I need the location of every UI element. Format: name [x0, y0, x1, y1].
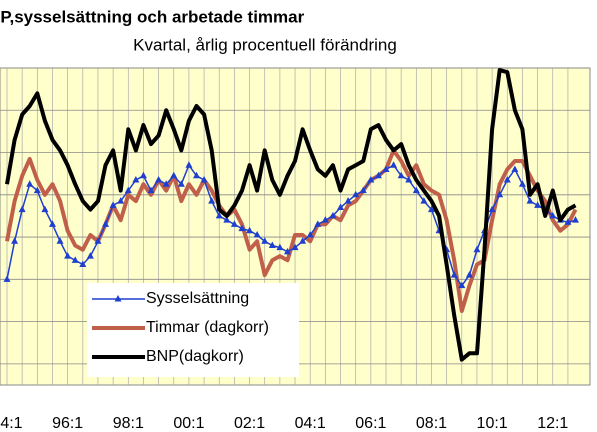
x-tick-label: 94:1	[0, 415, 23, 432]
series-marker	[496, 190, 504, 198]
series-marker	[374, 171, 382, 179]
series-marker	[26, 180, 34, 187]
x-tick-label: 06:1	[355, 415, 386, 432]
series-marker	[283, 247, 291, 255]
series-marker	[124, 186, 132, 194]
series-marker	[139, 171, 147, 179]
series-marker	[177, 180, 185, 187]
series-marker	[11, 237, 19, 244]
x-tick-label: 00:1	[173, 415, 204, 432]
chart-subtitle: Kvartal, årlig procentuell förändring	[133, 35, 397, 54]
x-tick-label: 08:1	[416, 415, 447, 432]
legend-marker	[114, 295, 122, 302]
series-marker	[33, 186, 41, 194]
x-tick-label: 96:1	[52, 415, 83, 432]
series-marker	[382, 165, 390, 172]
series-marker	[208, 197, 216, 204]
series-marker	[306, 230, 314, 238]
series-marker	[64, 252, 72, 259]
series-marker	[79, 260, 87, 268]
series-marker	[268, 241, 276, 249]
series-marker	[276, 243, 284, 251]
series-marker	[261, 237, 269, 244]
x-tick-label: 02:1	[234, 415, 265, 432]
series-marker	[549, 211, 557, 219]
series-marker	[185, 161, 193, 168]
series-marker	[359, 186, 367, 194]
series-marker	[572, 216, 579, 223]
x-tick-label: 12:1	[537, 415, 568, 432]
series-marker	[564, 218, 572, 225]
series-marker	[367, 176, 375, 183]
series-marker	[223, 216, 231, 223]
series-marker	[534, 201, 542, 208]
series-marker	[465, 271, 473, 278]
series-marker	[155, 176, 163, 183]
series-marker	[405, 176, 413, 183]
series-marker	[86, 252, 94, 259]
series-marker	[314, 220, 322, 227]
series-marker	[412, 186, 420, 194]
series-marker	[450, 271, 458, 278]
series-marker	[329, 211, 337, 219]
series-marker	[230, 220, 238, 227]
series-marker	[200, 176, 208, 183]
series-marker	[162, 180, 170, 187]
series-marker	[511, 165, 519, 172]
series-marker	[458, 281, 466, 289]
series-marker	[390, 161, 398, 168]
series-marker	[291, 243, 299, 251]
series-marker	[488, 205, 496, 213]
series-line	[5, 68, 577, 362]
series-marker	[3, 275, 11, 282]
series-marker	[253, 230, 261, 238]
series-marker	[238, 224, 246, 232]
series-marker	[526, 197, 534, 204]
series-marker	[321, 216, 329, 223]
series-marker	[117, 197, 125, 204]
series-marker	[337, 203, 345, 210]
series-marker	[503, 176, 511, 183]
series-line	[6, 164, 576, 287]
series-marker	[102, 220, 110, 227]
legend-label: Timmar (dagkorr)	[146, 319, 269, 336]
series-marker	[246, 226, 254, 234]
series-marker	[397, 171, 405, 179]
series-marker	[344, 197, 352, 204]
x-tick-label: 04:1	[295, 415, 326, 432]
series-marker	[56, 237, 64, 244]
series-marker	[215, 211, 223, 219]
series-marker	[94, 237, 102, 244]
series-marker	[109, 201, 117, 208]
x-tick-label: 98:1	[113, 415, 144, 432]
series-marker	[193, 171, 200, 179]
series-marker	[473, 245, 481, 253]
series-marker	[420, 197, 428, 204]
chart-title: BNP,sysselsättning och arbetade timmar	[0, 7, 305, 26]
legend-label: Sysselsättning	[146, 290, 249, 307]
series-marker	[352, 190, 360, 198]
series-marker	[41, 205, 49, 213]
series-marker	[18, 205, 26, 213]
series-marker	[299, 237, 307, 244]
series-marker	[147, 186, 155, 194]
series-marker	[48, 220, 56, 227]
series-marker	[518, 180, 526, 187]
legend-label: BNP(dagkorr)	[146, 348, 244, 365]
series-marker	[427, 205, 435, 213]
series-marker	[170, 171, 178, 179]
series-marker	[132, 176, 140, 183]
series-marker	[71, 256, 79, 263]
legend: Sysselsättning Timmar (dagkorr) BNP(dagkor…	[87, 283, 299, 377]
x-tick-label: 10:1	[477, 415, 508, 432]
